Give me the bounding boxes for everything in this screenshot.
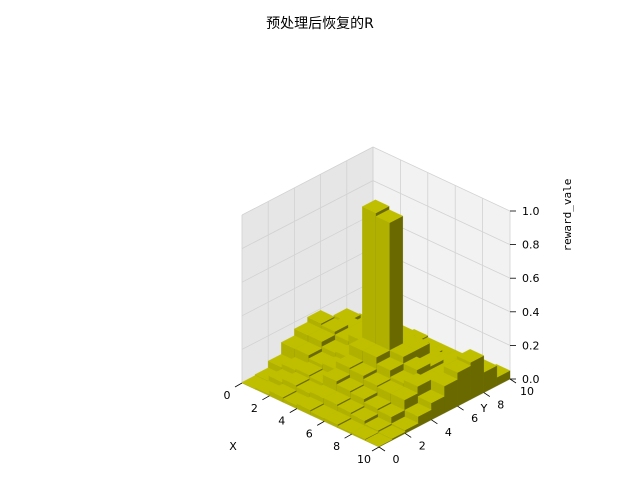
bar-top-face <box>350 385 378 400</box>
bar-top-face <box>417 389 445 404</box>
x-tick-label: 6 <box>306 427 313 440</box>
bar <box>375 209 404 388</box>
back-pane <box>373 147 510 379</box>
x-axis-label: X <box>229 440 237 453</box>
y-tick-label: 8 <box>497 399 504 412</box>
bar-top-face <box>377 403 405 418</box>
y-tick-label: 10 <box>520 385 534 398</box>
bar-top-face <box>375 209 404 223</box>
bar-top-face <box>336 377 364 392</box>
z-tick-label: 0.2 <box>522 339 540 352</box>
bar-top-face <box>376 357 404 371</box>
grid-line-z <box>241 180 511 249</box>
y-tick-mark <box>509 378 517 384</box>
bar-top-face <box>296 396 324 411</box>
y-tick-mark <box>457 405 464 411</box>
y-tick-label: 0 <box>393 453 400 466</box>
bar-top-face <box>351 425 379 440</box>
x-tick-label: 0 <box>224 389 231 402</box>
bar-top-face <box>361 199 390 214</box>
chart-title: 预处理后恢复的R <box>266 15 374 32</box>
bar-top-face <box>362 343 391 358</box>
bar <box>364 432 393 448</box>
bar-top-face <box>295 361 323 376</box>
bar-side-face <box>457 365 471 407</box>
bar-top-face <box>378 425 406 439</box>
grid-line-z <box>241 146 511 216</box>
z-tick-label: 0.0 <box>522 373 540 386</box>
x-tick-mark <box>344 433 352 439</box>
y-tick-label: 6 <box>471 412 478 425</box>
bars <box>241 199 511 448</box>
bar-top-face <box>294 341 323 356</box>
bar-top-face <box>364 417 392 431</box>
bar-top-face <box>335 354 364 368</box>
x-tick-label: 8 <box>333 440 340 453</box>
x-tick-mark <box>289 408 297 413</box>
bar-top-face <box>322 367 351 382</box>
bar-top-face <box>282 371 310 386</box>
bar-top-face <box>350 407 379 421</box>
z-tick-label: 0.6 <box>522 272 540 285</box>
bar-top-face <box>430 372 458 387</box>
bar-top-face <box>456 349 485 363</box>
y-tick-mark <box>431 419 438 425</box>
bar-top-face <box>323 411 352 425</box>
y-tick-mark <box>404 433 412 438</box>
y-tick-mark <box>483 392 491 397</box>
bar-top-face <box>336 399 365 413</box>
bar-side-face <box>470 355 484 400</box>
bar-top-face <box>323 391 351 405</box>
y-axis-label: Y <box>480 402 488 415</box>
z-axis-label: reward_vale <box>561 179 574 252</box>
x-tick-mark <box>234 382 243 388</box>
y-tick-mark <box>378 446 386 452</box>
z-tick-label: 1.0 <box>522 205 540 218</box>
bar-top-face <box>269 383 297 398</box>
bar-top-face <box>391 416 419 431</box>
bar-top-face <box>349 362 377 376</box>
bar-top-face <box>403 373 432 387</box>
bar-top-face <box>404 403 432 417</box>
y-tick-label: 4 <box>445 426 452 439</box>
bar-top-face <box>363 395 392 409</box>
bar-top-face <box>443 359 472 373</box>
x-tick-label: 2 <box>251 402 258 415</box>
bar-top-face <box>307 328 336 342</box>
bar-top-face <box>320 318 349 332</box>
x-tick-mark <box>317 421 325 426</box>
x-tick-label: 4 <box>278 415 285 428</box>
z-tick-label: 0.8 <box>522 239 540 252</box>
z-tick-label: 0.4 <box>522 306 540 319</box>
y-tick-label: 2 <box>419 439 426 452</box>
x-tick-label: 10 <box>357 453 371 466</box>
bar-top-face <box>363 372 391 386</box>
bar <box>404 403 432 427</box>
bar-top-face <box>389 343 417 357</box>
x-tick-mark <box>262 395 270 401</box>
bar-top-face <box>364 432 393 447</box>
bar-top-face <box>390 386 419 401</box>
x-tick-mark <box>371 446 380 452</box>
bar-top-face <box>403 356 431 371</box>
bar-top-face <box>307 310 335 324</box>
